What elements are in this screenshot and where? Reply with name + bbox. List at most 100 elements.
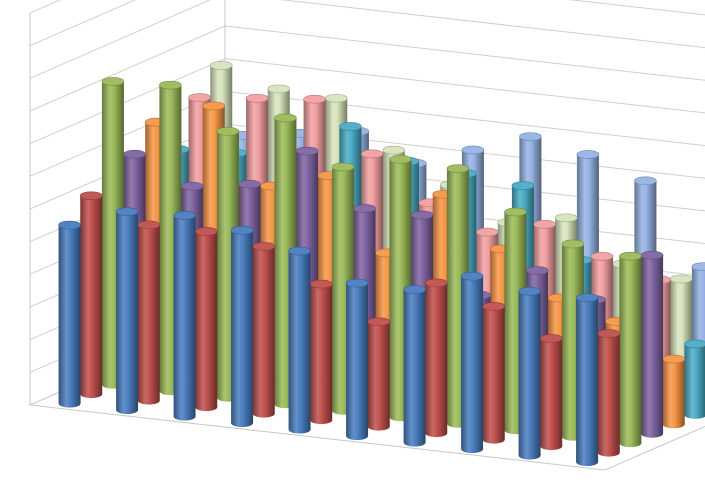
bar-cap: [590, 252, 614, 261]
bar-cap: [360, 149, 384, 159]
bar-cap: [295, 146, 319, 156]
bar-cap: [216, 127, 240, 136]
bar-cap: [238, 179, 261, 189]
bar-cap: [634, 176, 657, 186]
bar-s2-c8: [482, 302, 506, 444]
bar-s1-c2: [115, 207, 139, 415]
bar-s2-c2: [137, 220, 161, 405]
bar-cap: [324, 93, 348, 103]
bar-cap: [180, 181, 204, 191]
bar-cap: [267, 84, 291, 94]
bar-cap: [123, 149, 146, 159]
bar-body: [597, 333, 620, 457]
bar-cap: [662, 354, 686, 364]
bar-s3-c10: [619, 251, 642, 448]
bar-cap: [518, 286, 541, 296]
bar-body: [662, 359, 685, 429]
bar-cap: [339, 122, 362, 131]
bar-s1-c4: [230, 226, 254, 428]
bar-s2-c5: [309, 279, 333, 425]
bar-body: [173, 215, 196, 421]
bar-body: [346, 283, 369, 441]
bar-cap: [410, 210, 434, 220]
bar-body: [518, 291, 541, 460]
bar-cap: [684, 339, 705, 349]
bar-cap: [173, 211, 196, 220]
bar-cap: [389, 155, 412, 164]
bar-body: [58, 225, 81, 408]
bar-cap: [159, 80, 182, 90]
bar-cap: [188, 93, 211, 102]
bar-cap: [511, 181, 535, 190]
bar-cap: [202, 101, 226, 111]
bar-body: [403, 289, 426, 447]
bar-cap: [288, 246, 311, 256]
bar-cap: [403, 285, 426, 294]
bar-s2-c3: [194, 227, 218, 412]
bar-body: [195, 231, 218, 412]
bar-s1-c10: [575, 293, 599, 467]
bar-cap: [460, 271, 484, 281]
bar-cap: [669, 274, 693, 284]
bar-cap: [274, 113, 297, 123]
bar-cap: [561, 239, 585, 249]
bar-body: [641, 255, 664, 438]
bar-cap: [79, 191, 103, 201]
bar-cap: [345, 278, 369, 288]
bar-cap: [245, 94, 269, 103]
bar-cap: [382, 145, 406, 155]
bar-body: [540, 338, 563, 451]
bar-body: [619, 256, 642, 448]
bar-cap: [230, 226, 254, 235]
bar-cap: [446, 164, 470, 173]
bar-cap: [519, 132, 542, 141]
bar-cap: [575, 293, 599, 302]
bar-s1-c1: [58, 220, 81, 408]
bar-s2-c1: [79, 191, 103, 399]
bar-body: [482, 306, 505, 444]
bar-cap: [194, 227, 218, 236]
bar-cap: [576, 150, 600, 159]
bar-cap: [58, 220, 81, 230]
bar-s2-c9: [539, 334, 563, 451]
bar-body: [367, 321, 390, 431]
bar-cap: [353, 204, 376, 213]
bar-cap: [504, 207, 527, 217]
bar-cap: [597, 329, 621, 338]
bar-cap: [115, 207, 139, 216]
bar-group: [58, 61, 705, 467]
bar-s2-c4: [252, 242, 276, 418]
bar-s5-c10: [662, 354, 686, 429]
bar-body: [576, 297, 599, 467]
bar-body: [80, 195, 103, 399]
bar-s1-c5: [288, 246, 311, 434]
gridline: [29, 0, 705, 47]
bar-cap: [367, 317, 391, 327]
bar-cap: [252, 242, 276, 251]
bar-body: [137, 224, 160, 405]
bar-s2-c7: [424, 278, 448, 438]
bar-cap: [303, 94, 326, 104]
bar-body: [116, 211, 139, 415]
bar-s6-c10: [684, 339, 705, 419]
bar-s1-c7: [403, 285, 426, 447]
bar-s2-c6: [367, 317, 391, 431]
bar-cap: [539, 334, 563, 343]
bar-cap: [137, 220, 161, 230]
bar-body: [310, 284, 333, 425]
bar-cap: [309, 279, 333, 289]
bar-s1-c8: [460, 271, 484, 454]
bar-cap: [461, 145, 485, 155]
bar-cap: [554, 213, 578, 223]
bar-body: [288, 251, 311, 434]
bar-cap: [101, 77, 125, 86]
bar-cap: [691, 262, 705, 271]
bar-body: [684, 343, 705, 419]
bar-body: [231, 230, 254, 428]
bar-body: [461, 276, 484, 454]
bar-body: [425, 282, 448, 438]
bar-s1-c3: [173, 211, 196, 421]
bar-cap: [209, 61, 233, 70]
